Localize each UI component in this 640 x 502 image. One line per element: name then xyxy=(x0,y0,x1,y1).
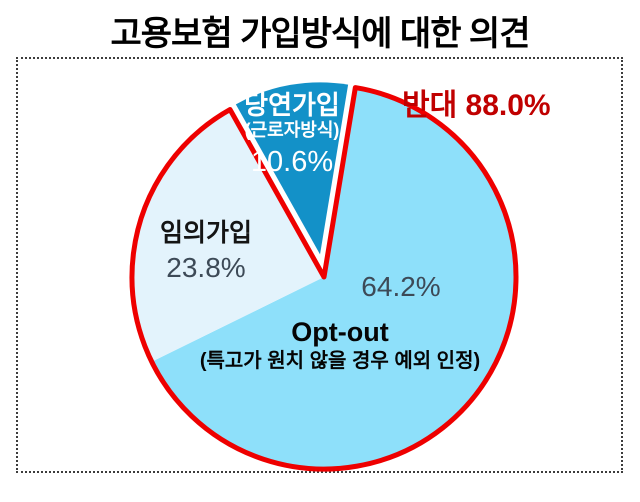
optout-slice-label: Opt-out xyxy=(291,317,389,347)
label-mandatory-group: 당연가입 (근로자방식) 10.6% xyxy=(244,91,340,178)
voluntary-slice-label: 임의가입 xyxy=(159,219,253,247)
optout-slice-sublabel: (특고가 원치 않을 경우 예외 인정) xyxy=(199,350,481,373)
chart-title: 고용보험 가입방식에 대한 의견 xyxy=(110,15,531,53)
voluntary-slice-value: 23.8% xyxy=(166,252,246,283)
label-optout-group: Opt-out (특고가 원치 않을 경우 예외 인정) xyxy=(199,317,481,373)
optout-slice-value: 64.2% xyxy=(361,271,441,302)
mandatory-slice-value: 10.6% xyxy=(250,145,334,178)
pie-slice-voluntary xyxy=(131,109,324,362)
label-voluntary-group: 임의가입 23.8% xyxy=(160,220,252,283)
plot-border xyxy=(16,57,623,473)
mandatory-slice-sublabel: (근로자방식) xyxy=(244,120,340,141)
pie-slice-mandatory xyxy=(235,82,349,255)
mandatory-slice-label: 당연가입 xyxy=(244,90,340,120)
oppose-annotation: 반대 88.0% xyxy=(402,89,551,122)
pie-slice-optout xyxy=(151,87,516,470)
pie-outline xyxy=(129,85,519,472)
